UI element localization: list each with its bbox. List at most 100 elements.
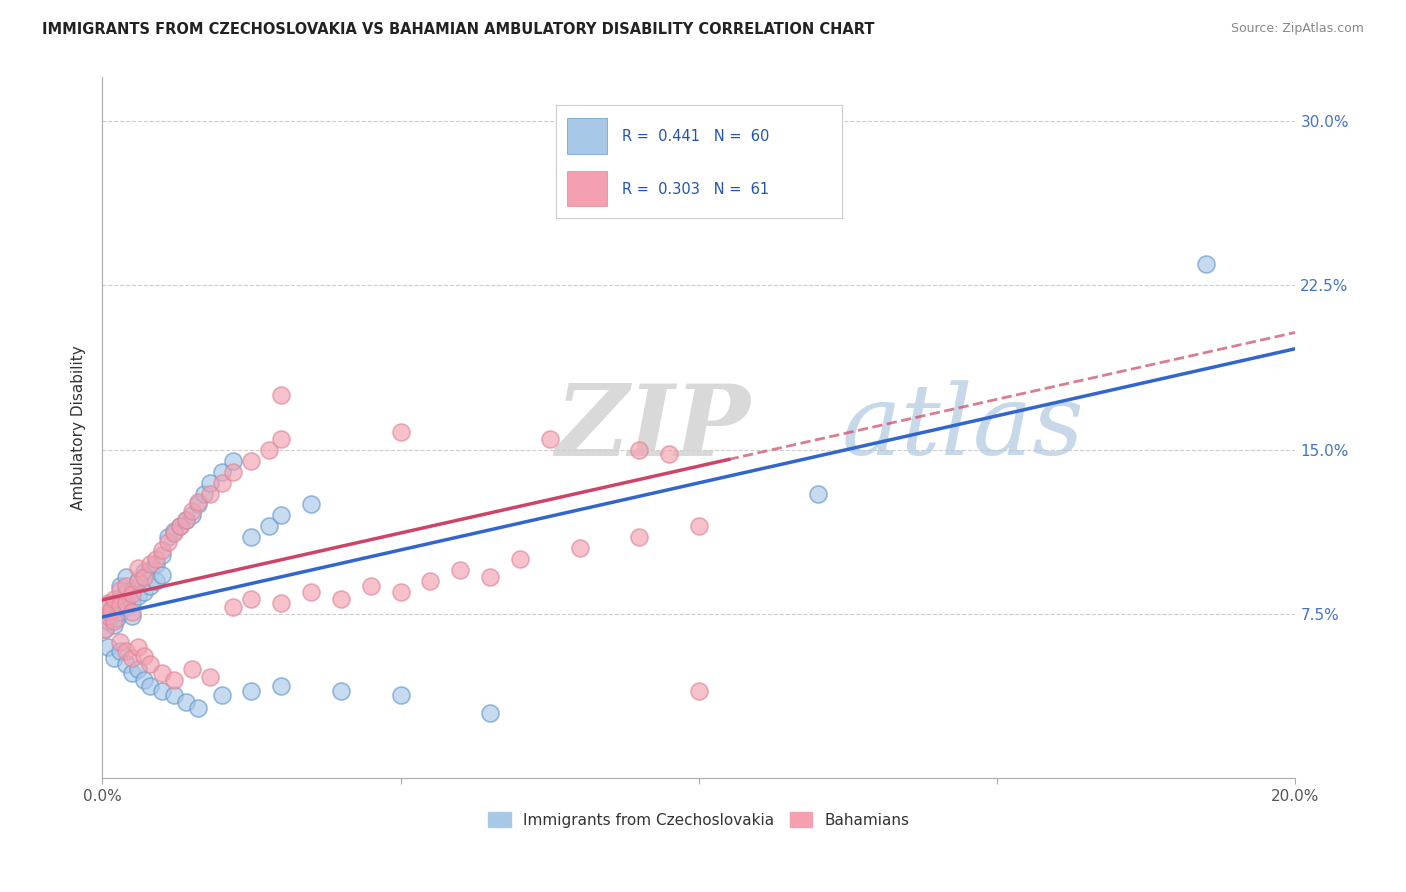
Point xyxy=(132,585,155,599)
Point xyxy=(270,432,292,446)
Point xyxy=(108,605,131,619)
Point xyxy=(108,644,131,658)
Point xyxy=(163,688,186,702)
Point xyxy=(658,447,681,461)
Point xyxy=(187,701,209,715)
Point xyxy=(240,683,263,698)
Point xyxy=(389,688,412,702)
Point xyxy=(169,519,191,533)
Point xyxy=(174,513,197,527)
Point xyxy=(807,486,830,500)
Point xyxy=(150,548,173,562)
Point xyxy=(150,543,173,558)
Point xyxy=(139,657,162,672)
Point xyxy=(97,614,120,628)
Text: Source: ZipAtlas.com: Source: ZipAtlas.com xyxy=(1230,22,1364,36)
Point xyxy=(174,695,197,709)
Point xyxy=(121,666,143,681)
Point xyxy=(97,596,120,610)
Point xyxy=(211,465,233,479)
Point xyxy=(108,635,131,649)
Point xyxy=(127,574,149,588)
Point xyxy=(132,566,155,580)
Point xyxy=(538,432,561,446)
Point xyxy=(150,666,173,681)
Point xyxy=(115,578,138,592)
Point xyxy=(180,504,202,518)
Point xyxy=(132,673,155,687)
Point xyxy=(479,570,502,584)
Point xyxy=(688,683,710,698)
Point xyxy=(174,513,197,527)
Point xyxy=(94,623,117,637)
Point xyxy=(121,582,143,597)
Point xyxy=(108,582,131,597)
Point xyxy=(97,609,120,624)
Point xyxy=(115,644,138,658)
Point xyxy=(94,623,117,637)
Text: atlas: atlas xyxy=(842,380,1085,475)
Point xyxy=(198,486,221,500)
Point xyxy=(509,552,531,566)
Point xyxy=(419,574,441,588)
Point xyxy=(180,662,202,676)
Point xyxy=(329,591,352,606)
Point xyxy=(103,591,125,606)
Point xyxy=(103,596,125,610)
Point xyxy=(150,567,173,582)
Point xyxy=(688,519,710,533)
Point xyxy=(108,591,131,606)
Point xyxy=(198,671,221,685)
Point xyxy=(187,498,209,512)
Point xyxy=(115,570,138,584)
Point xyxy=(299,498,322,512)
Point xyxy=(103,650,125,665)
Point xyxy=(121,650,143,665)
Point xyxy=(150,683,173,698)
Point xyxy=(115,585,138,599)
Point xyxy=(180,508,202,523)
Point xyxy=(132,648,155,663)
Point xyxy=(97,640,120,654)
Point xyxy=(139,563,162,577)
Point xyxy=(259,442,281,457)
Point xyxy=(187,495,209,509)
Point xyxy=(121,605,143,619)
Point xyxy=(717,158,740,172)
Point xyxy=(222,600,245,615)
Point xyxy=(628,442,651,457)
Y-axis label: Ambulatory Disability: Ambulatory Disability xyxy=(72,345,86,510)
Point xyxy=(156,534,179,549)
Point xyxy=(127,640,149,654)
Point xyxy=(121,609,143,624)
Point xyxy=(193,486,215,500)
Point xyxy=(163,673,186,687)
Point xyxy=(270,679,292,693)
Point xyxy=(270,388,292,402)
Point xyxy=(100,602,122,616)
Point xyxy=(259,519,281,533)
Point xyxy=(103,614,125,628)
Point xyxy=(139,679,162,693)
Point xyxy=(163,524,186,538)
Point xyxy=(222,453,245,467)
Point xyxy=(121,596,143,610)
Point xyxy=(108,578,131,592)
Point xyxy=(389,425,412,440)
Point xyxy=(211,475,233,490)
Point xyxy=(145,557,167,571)
Point xyxy=(240,453,263,467)
Point xyxy=(139,578,162,592)
Point xyxy=(198,475,221,490)
Point xyxy=(270,508,292,523)
Point xyxy=(132,570,155,584)
Point xyxy=(103,618,125,632)
Point xyxy=(329,683,352,698)
Point xyxy=(145,574,167,588)
Point xyxy=(145,552,167,566)
Point xyxy=(1195,256,1218,270)
Point xyxy=(211,688,233,702)
Point xyxy=(115,657,138,672)
Text: IMMIGRANTS FROM CZECHOSLOVAKIA VS BAHAMIAN AMBULATORY DISABILITY CORRELATION CHA: IMMIGRANTS FROM CZECHOSLOVAKIA VS BAHAMI… xyxy=(42,22,875,37)
Point xyxy=(628,530,651,544)
